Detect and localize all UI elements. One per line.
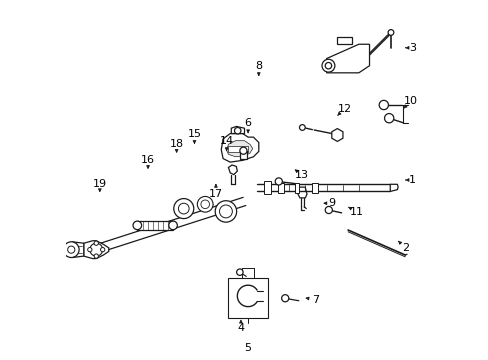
Polygon shape <box>228 146 247 153</box>
Polygon shape <box>226 141 252 157</box>
Polygon shape <box>240 151 246 158</box>
Text: 10: 10 <box>403 96 417 107</box>
Polygon shape <box>326 44 369 73</box>
Polygon shape <box>389 184 397 192</box>
Circle shape <box>384 113 393 123</box>
Text: 17: 17 <box>208 189 223 199</box>
Polygon shape <box>221 134 258 162</box>
Circle shape <box>178 203 189 214</box>
Circle shape <box>197 197 213 212</box>
Circle shape <box>299 125 305 130</box>
Circle shape <box>234 127 241 134</box>
Polygon shape <box>83 241 108 258</box>
Text: 15: 15 <box>187 129 201 139</box>
Polygon shape <box>228 165 237 175</box>
Polygon shape <box>137 221 173 230</box>
Circle shape <box>236 269 243 275</box>
Text: 18: 18 <box>169 139 183 149</box>
Circle shape <box>219 205 232 218</box>
Text: 8: 8 <box>255 61 262 71</box>
Polygon shape <box>312 183 317 193</box>
Circle shape <box>281 295 288 302</box>
Circle shape <box>173 199 193 219</box>
Circle shape <box>67 246 75 253</box>
Circle shape <box>378 100 387 110</box>
Text: 3: 3 <box>408 43 415 53</box>
Circle shape <box>90 243 102 256</box>
Polygon shape <box>231 126 244 134</box>
Text: 19: 19 <box>93 179 107 189</box>
Circle shape <box>240 147 246 154</box>
Text: 13: 13 <box>294 170 308 180</box>
Circle shape <box>94 241 98 246</box>
Circle shape <box>215 201 236 222</box>
Text: 7: 7 <box>312 295 319 305</box>
Text: 4: 4 <box>237 323 244 333</box>
Text: 5: 5 <box>244 343 251 353</box>
Circle shape <box>325 63 331 69</box>
Circle shape <box>275 178 282 185</box>
Polygon shape <box>278 183 283 193</box>
Text: 9: 9 <box>328 198 335 208</box>
Text: 16: 16 <box>141 156 155 165</box>
Bar <box>228 278 267 318</box>
Circle shape <box>87 248 92 252</box>
Text: 6: 6 <box>244 118 251 128</box>
Circle shape <box>325 206 332 213</box>
Polygon shape <box>331 129 342 141</box>
Circle shape <box>322 59 334 72</box>
Circle shape <box>94 254 98 258</box>
Circle shape <box>101 248 104 252</box>
Polygon shape <box>264 181 271 194</box>
Circle shape <box>168 221 177 230</box>
Circle shape <box>63 242 79 257</box>
Text: 14: 14 <box>219 136 233 146</box>
Text: 11: 11 <box>349 207 363 217</box>
Polygon shape <box>337 37 351 44</box>
Circle shape <box>201 200 209 208</box>
Polygon shape <box>72 242 83 257</box>
Polygon shape <box>296 187 306 198</box>
Circle shape <box>133 221 142 230</box>
Text: 1: 1 <box>408 175 415 185</box>
Polygon shape <box>294 183 299 193</box>
Text: 12: 12 <box>337 104 351 113</box>
Circle shape <box>387 30 393 35</box>
Text: 2: 2 <box>401 243 408 253</box>
